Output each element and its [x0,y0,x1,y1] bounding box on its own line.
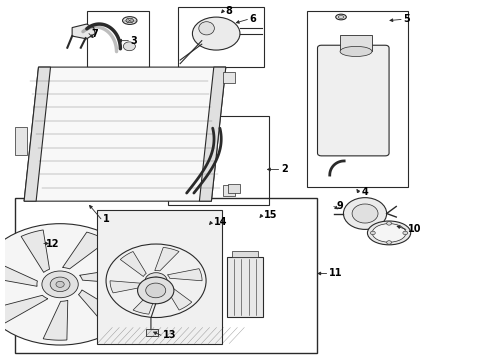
Polygon shape [121,252,147,276]
Polygon shape [21,230,49,273]
Polygon shape [72,24,95,39]
Text: 2: 2 [281,165,288,174]
Ellipse shape [340,46,372,57]
Ellipse shape [199,22,214,35]
Text: 4: 4 [361,187,368,197]
Circle shape [403,231,408,235]
Circle shape [0,224,143,345]
Bar [98,210,222,343]
Text: 7: 7 [91,28,98,39]
Ellipse shape [372,224,406,242]
Polygon shape [24,67,50,201]
Circle shape [42,271,78,298]
Circle shape [343,198,387,229]
Polygon shape [0,295,48,323]
Polygon shape [63,232,107,269]
Text: 14: 14 [214,217,227,227]
Bar [168,117,269,205]
Text: 10: 10 [408,224,422,234]
Circle shape [145,273,167,289]
Text: 13: 13 [163,330,177,340]
Bar [228,184,240,193]
Bar [223,185,235,196]
Circle shape [387,222,392,225]
Circle shape [387,241,392,244]
Circle shape [56,281,64,287]
Polygon shape [199,67,226,201]
Text: 1: 1 [103,214,110,224]
Bar [227,257,263,317]
Polygon shape [168,269,202,281]
Polygon shape [24,67,226,201]
Bar [223,72,235,83]
Ellipse shape [122,17,137,24]
Text: 15: 15 [264,210,278,220]
FancyBboxPatch shape [318,45,389,156]
Ellipse shape [338,15,344,18]
Text: 5: 5 [403,14,410,24]
Ellipse shape [368,221,411,245]
Circle shape [151,277,161,284]
Text: 6: 6 [250,14,257,24]
Bar [146,329,158,336]
Text: 11: 11 [329,269,343,279]
Polygon shape [133,291,157,314]
Bar [340,35,371,51]
Ellipse shape [123,42,135,51]
Polygon shape [0,260,37,286]
Polygon shape [155,247,179,271]
Bar [15,198,317,353]
Polygon shape [110,281,145,293]
Circle shape [138,277,174,304]
Bar [232,251,258,257]
Ellipse shape [336,14,346,20]
Circle shape [370,231,375,235]
Circle shape [352,204,378,223]
Bar [307,11,408,187]
Bar [15,127,26,155]
Polygon shape [43,300,68,340]
Text: 9: 9 [336,202,343,211]
Bar [178,7,264,67]
Ellipse shape [126,18,134,23]
Text: 8: 8 [226,6,233,15]
Polygon shape [79,267,136,284]
Polygon shape [78,290,123,328]
Ellipse shape [193,17,240,50]
Bar [87,11,149,67]
Circle shape [146,283,166,298]
Polygon shape [166,285,192,310]
Text: 3: 3 [131,36,138,46]
Circle shape [106,244,206,318]
Text: 12: 12 [46,239,60,248]
Circle shape [50,277,70,292]
